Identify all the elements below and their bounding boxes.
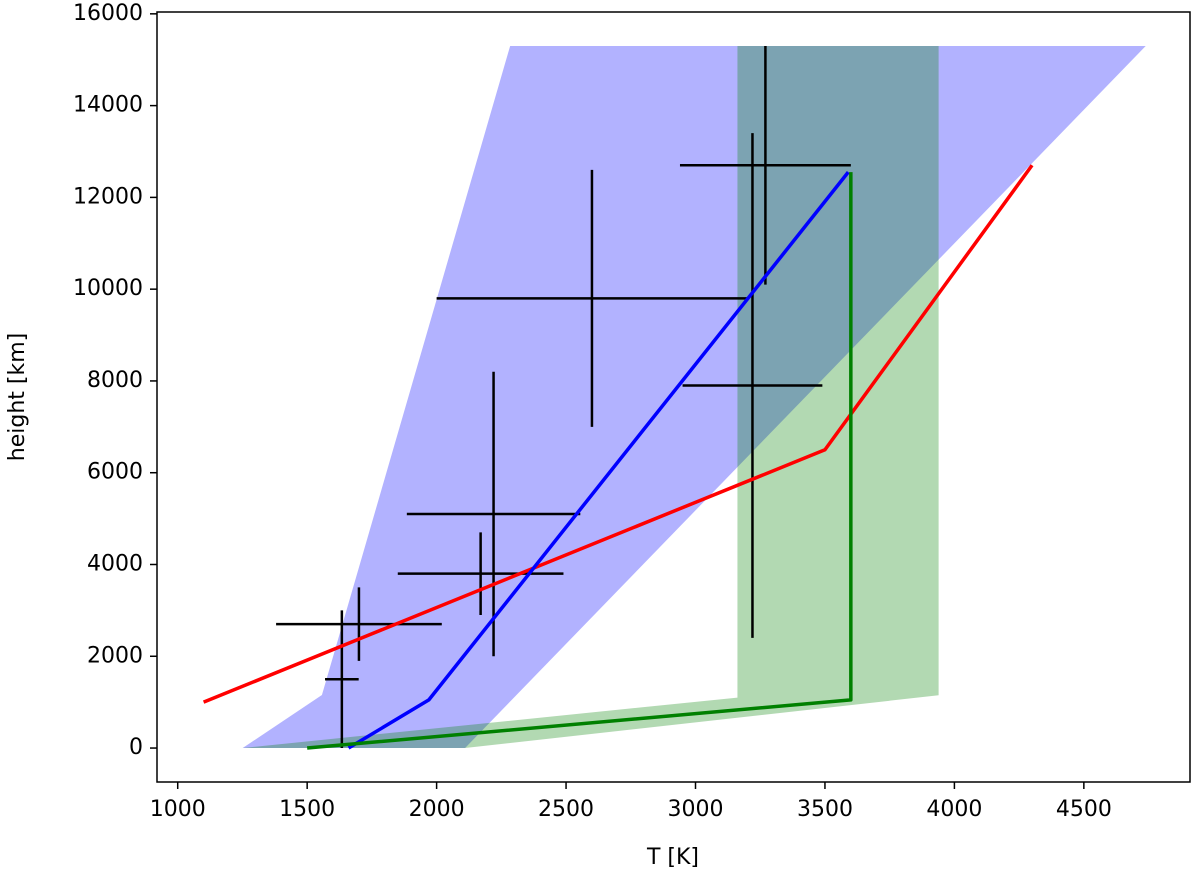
y-tick-label: 8000 bbox=[87, 368, 143, 393]
x-tick-label: 2000 bbox=[409, 797, 465, 822]
y-tick-label: 4000 bbox=[87, 551, 143, 576]
x-tick-label: 3500 bbox=[797, 797, 853, 822]
x-tick-label: 1000 bbox=[150, 797, 206, 822]
x-tick-label: 1500 bbox=[279, 797, 335, 822]
y-axis-label: height [km] bbox=[5, 333, 30, 461]
y-tick-label: 16000 bbox=[73, 1, 143, 26]
x-tick-label: 4500 bbox=[1056, 797, 1112, 822]
y-tick-label: 10000 bbox=[73, 276, 143, 301]
y-tick-label: 0 bbox=[129, 735, 143, 760]
x-tick-label: 3000 bbox=[668, 797, 724, 822]
y-tick-label: 12000 bbox=[73, 184, 143, 209]
y-tick-label: 2000 bbox=[87, 643, 143, 668]
line bbox=[347, 171, 850, 750]
x-tick-label: 4000 bbox=[926, 797, 982, 822]
line bbox=[307, 172, 853, 750]
y-tick-label: 6000 bbox=[87, 460, 143, 485]
line bbox=[202, 164, 1034, 704]
x-tick-label: 2500 bbox=[538, 797, 594, 822]
y-tick-label: 14000 bbox=[73, 93, 143, 118]
plot-frame bbox=[156, 11, 1191, 783]
shaded-region bbox=[242, 45, 1146, 749]
x-axis-label: T [K] bbox=[646, 845, 699, 870]
